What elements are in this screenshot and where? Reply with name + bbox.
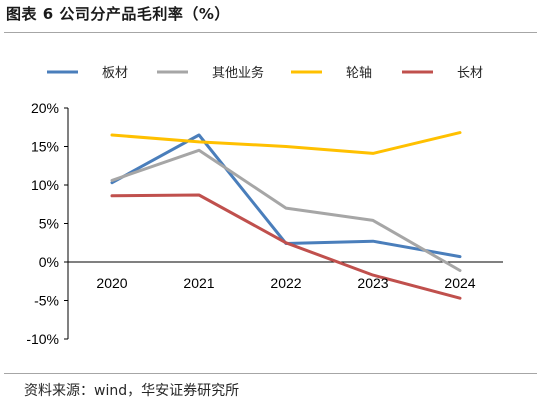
title-rule [4,32,537,33]
axes: 20% 15% 10% 5% 0% -5% -10% [26,100,503,347]
legend-label: 其他业务 [212,65,264,81]
y-tick-label: 15% [31,139,59,155]
x-tick-label: 2021 [183,275,214,291]
x-tick-label: 2024 [444,275,475,291]
y-tick-label: 10% [31,177,59,193]
source-rule [4,373,537,374]
series-line [110,131,462,155]
source-note: 资料来源：wind，华安证券研究所 [24,383,240,399]
series-line [110,193,462,300]
figure-title: 图表 6 公司分产品毛利率（%） [6,5,230,23]
legend-label: 轮轴 [346,66,372,81]
x-tick-label: 2023 [357,275,388,291]
y-tick-label: 20% [31,100,59,116]
x-tick-label: 2020 [96,275,127,291]
y-tick-label: 5% [39,216,59,232]
series-line [110,148,462,272]
y-tick-label: 0% [39,254,59,270]
x-tick-labels: 2020 2021 2022 2023 2024 [96,275,475,291]
legend-label: 长材 [457,66,483,81]
x-tick-label: 2022 [270,275,301,291]
series-layer [110,131,462,300]
legend-label: 板材 [102,66,128,81]
y-tick-label: -5% [34,293,59,309]
legend: 板材 其他业务 轮轴 长材 [47,65,483,81]
y-tick-label: -10% [26,331,59,347]
